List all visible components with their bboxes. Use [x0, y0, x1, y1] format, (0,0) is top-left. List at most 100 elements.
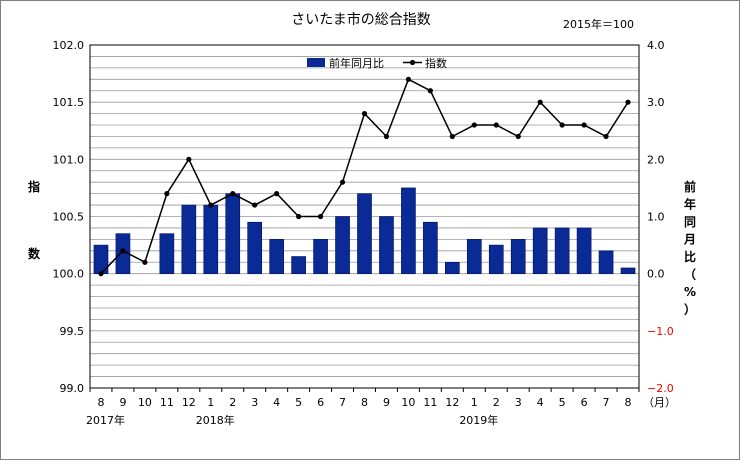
month-label: 11	[423, 396, 437, 409]
left-axis-label: 指数	[28, 179, 41, 261]
left-tick-label: 101.0	[53, 153, 85, 166]
legend-bar-swatch	[307, 58, 325, 67]
index-point	[317, 213, 324, 220]
bar	[203, 204, 219, 274]
index-point	[581, 122, 587, 128]
left-axis-label-char: 指	[28, 179, 40, 194]
bar	[532, 227, 548, 274]
month-label: 12	[445, 396, 459, 409]
left-tick-label: 100.0	[53, 268, 85, 281]
month-label: 5	[295, 396, 302, 409]
index-point	[142, 259, 148, 265]
right-axis-label-char: %	[684, 285, 696, 299]
index-point	[164, 191, 170, 197]
bar	[181, 204, 197, 274]
index-point	[603, 133, 609, 140]
bar	[576, 227, 592, 274]
index-point	[625, 99, 631, 105]
base-year-note: 2015年＝100	[563, 17, 634, 31]
right-tick-label: 4.0	[647, 39, 665, 52]
bar	[159, 233, 175, 274]
month-label: 6	[581, 396, 588, 409]
index-point	[208, 202, 214, 208]
index-point	[186, 156, 192, 162]
right-axis-label-char: （	[684, 267, 696, 282]
index-point	[252, 202, 258, 208]
bar	[598, 250, 614, 274]
bar-series	[93, 187, 636, 274]
index-point	[339, 179, 346, 185]
month-unit-label: （月）	[643, 396, 676, 409]
bar	[510, 239, 526, 274]
legend-bar-label: 前年同月比	[329, 56, 384, 70]
plot-area-border	[89, 44, 640, 389]
chart-title: さいたま市の総合指数	[291, 11, 431, 28]
right-axis-label-char: 年	[684, 197, 696, 212]
right-tick-label: −1.0	[647, 325, 674, 338]
axes	[89, 44, 640, 392]
year-label: 2019年	[459, 413, 498, 427]
month-label: 2	[493, 396, 500, 409]
left-tick-label: 99.0	[60, 382, 85, 395]
bar	[269, 239, 284, 274]
bar	[488, 244, 504, 274]
month-label: 1	[207, 396, 214, 409]
bar	[423, 221, 438, 274]
index-point	[120, 248, 126, 254]
legend: 前年同月比 指数	[307, 56, 447, 70]
month-label: 6	[317, 396, 324, 409]
index-point	[274, 191, 280, 197]
month-label: 8	[625, 396, 632, 409]
index-point	[361, 111, 368, 117]
bar	[379, 216, 394, 274]
bar	[554, 227, 570, 274]
bar	[291, 256, 306, 274]
right-axis-ticks: −2.0 −1.0 0.0 1.0 2.0 3.0 4.0	[647, 39, 674, 395]
month-label: 9	[119, 396, 126, 409]
index-point	[537, 99, 543, 105]
index-point	[449, 133, 455, 140]
month-label: 10	[401, 396, 415, 409]
left-tick-label: 99.5	[60, 325, 85, 338]
x-axis-labels: 8 9 10 11 12 1 2 3 4 5 6 7 8 9 10 11 12 1 2 3 4 5 6 7 8 （月）2017年 2…	[86, 396, 676, 427]
right-axis-label-char: 同	[684, 215, 696, 229]
right-axis-label-char: ）	[684, 302, 696, 317]
index-point	[427, 88, 433, 94]
right-tick-label: 2.0	[647, 153, 665, 166]
month-label: 8	[361, 396, 368, 409]
bar	[335, 216, 350, 274]
left-axis-label-char: 数	[28, 246, 41, 261]
right-tick-label: 1.0	[647, 211, 665, 224]
month-label: 7	[603, 396, 610, 409]
month-label: 1	[471, 396, 478, 409]
year-label: 2018年	[196, 413, 235, 427]
bar	[225, 193, 241, 274]
index-point	[98, 271, 104, 277]
bar	[313, 239, 328, 274]
right-axis-label-char: 前	[684, 179, 696, 194]
index-point	[296, 213, 302, 220]
month-label: 12	[182, 396, 196, 409]
bar	[445, 261, 460, 274]
month-label: 3	[515, 396, 522, 409]
index-point	[383, 133, 390, 140]
legend-line-label: 指数	[425, 56, 447, 70]
left-tick-label: 100.5	[53, 211, 85, 224]
bar	[401, 187, 416, 274]
left-tick-label: 102.0	[53, 39, 85, 52]
index-point	[559, 122, 565, 128]
bar	[466, 239, 482, 274]
left-axis-ticks: 99.0 99.5 100.0 100.5 101.0 101.5 102.0	[53, 39, 85, 395]
right-tick-label: 3.0	[647, 96, 665, 109]
index-point	[493, 122, 499, 128]
index-point	[515, 133, 521, 140]
month-label: 7	[339, 396, 346, 409]
right-tick-label: −2.0	[647, 382, 674, 395]
month-label: 8	[97, 396, 104, 409]
left-tick-label: 101.5	[53, 96, 85, 109]
index-point	[405, 76, 412, 82]
month-label: 11	[160, 396, 174, 409]
month-label: 9	[383, 396, 390, 409]
legend-line-dot	[409, 59, 416, 66]
